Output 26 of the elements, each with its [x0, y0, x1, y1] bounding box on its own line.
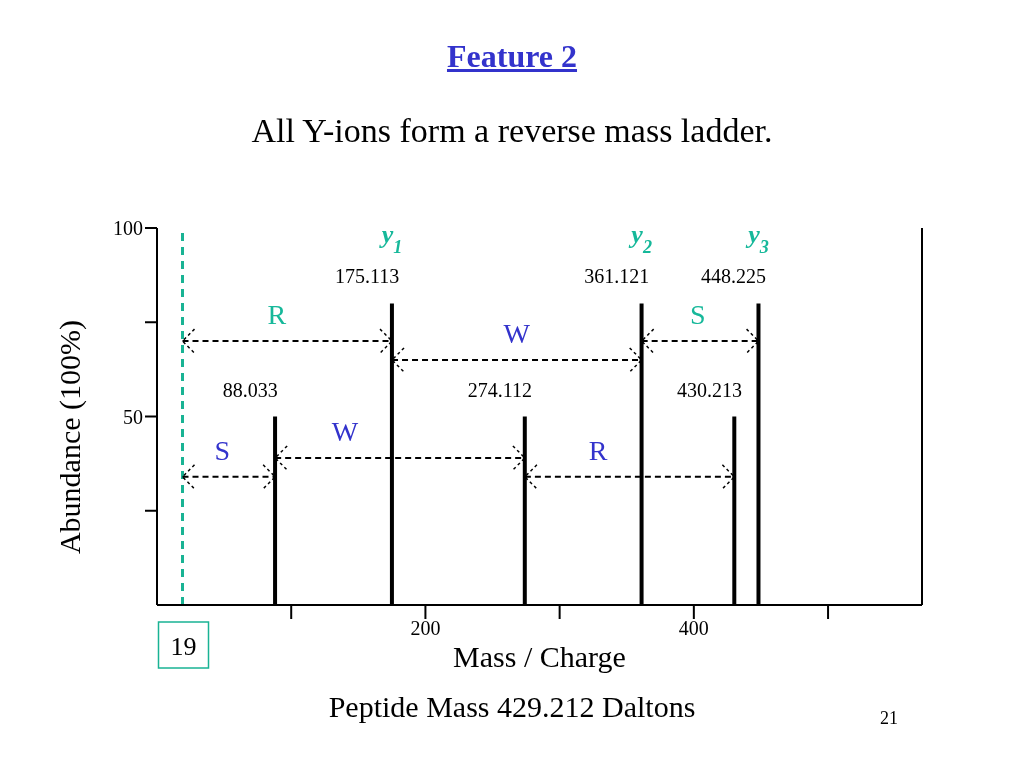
- annotation: 361.121: [584, 265, 650, 288]
- annotation: R: [267, 299, 287, 331]
- annotation: 430.213: [676, 378, 742, 401]
- y-axis-title: Abundance (100%): [53, 319, 87, 554]
- y-tick-label: 100: [113, 217, 143, 240]
- annotation: 448.225: [701, 265, 767, 288]
- chart-title: Feature 2: [446, 38, 578, 74]
- x-axis-title: Mass / Charge: [453, 640, 626, 673]
- annotation: 274.112: [467, 378, 533, 401]
- annotation: y$_{1}$: [378, 220, 403, 258]
- annotation: 88.033: [222, 378, 278, 401]
- annotation: R: [588, 434, 608, 466]
- annotation: 175.113: [334, 265, 400, 288]
- annotation: S: [689, 299, 706, 331]
- annotation: S: [214, 434, 231, 466]
- x-tick-label: 200: [410, 617, 441, 640]
- annotation: y$_{3}$: [745, 220, 769, 258]
- ref-line-label: 19: [170, 632, 197, 661]
- y-tick-label: 50: [123, 405, 143, 428]
- annotation: W: [331, 416, 359, 448]
- chart-subtitle: All Y-ions form a reverse mass ladder.: [250, 112, 774, 150]
- text: 21: [880, 708, 898, 729]
- text: Peptide Mass 429.212 Daltons: [328, 690, 696, 723]
- annotation: W: [503, 317, 531, 349]
- x-tick-label: 400: [678, 617, 709, 640]
- annotation: y$_{2}$: [628, 220, 652, 258]
